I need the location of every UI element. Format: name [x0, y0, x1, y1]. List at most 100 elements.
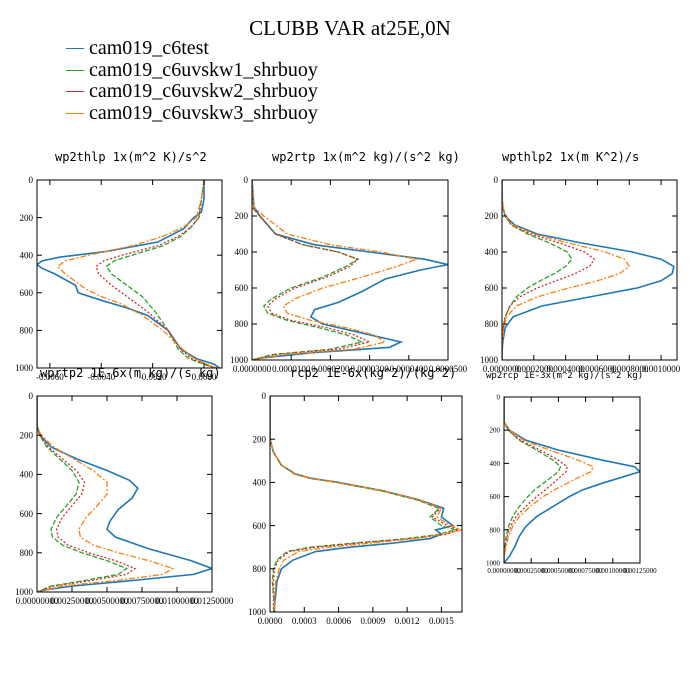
panel-title: wp2thlp 1x(m^2 K)/s^2: [55, 150, 207, 164]
y-tick-label: 200: [490, 427, 501, 435]
x-tick-label: 0.00075000: [569, 567, 603, 575]
series-group: [37, 180, 220, 368]
x-tick-label: 0.00125000: [623, 567, 657, 575]
legend-swatch-2: [66, 91, 84, 93]
plot-panel-3: 020040060080010000.000000000.002500000.0…: [15, 391, 234, 606]
x-tick-label: 0.0004000: [547, 364, 586, 374]
axes-frame: [36, 395, 213, 593]
y-tick-label: 800: [253, 564, 267, 574]
panel-title: rcp2 1E-6x(kg^2)/(kg^2): [290, 366, 457, 380]
y-tick-label: 600: [20, 288, 34, 298]
y-tick-label: 600: [490, 493, 501, 501]
legend-swatch-3: [66, 112, 84, 114]
legend-label: cam019_c6test: [89, 37, 209, 59]
axes-frame: [503, 396, 641, 564]
series-line-1: [37, 396, 128, 592]
figure-title: CLUBB VAR at25E,0N: [249, 16, 451, 40]
legend-label: cam019_c6uvskw2_shrbuoy: [89, 80, 318, 102]
x-tick-label: 0.0000: [258, 616, 283, 626]
x-tick-label: 0.0006000: [578, 364, 617, 374]
legend-swatch-1: [66, 69, 84, 71]
y-tick-label: 800: [485, 319, 499, 329]
y-tick-label: 1000: [480, 355, 499, 365]
y-tick-label: 1000: [486, 559, 501, 567]
legend-swatch-0: [66, 48, 84, 50]
x-tick-label: 0.0002000: [515, 364, 554, 374]
x-tick-label: 0.0000500: [429, 364, 468, 374]
y-tick-label: 400: [490, 460, 501, 468]
series-line-0: [270, 396, 455, 612]
y-tick-label: 400: [485, 247, 499, 257]
y-tick-label: 800: [20, 326, 34, 336]
x-tick-label: -0.0040: [87, 372, 115, 382]
series-line-1: [502, 180, 573, 360]
panel-title: wp2rtp 1x(m^2 kg)/(s^2 kg): [272, 150, 460, 164]
x-tick-label: 0.00025000: [515, 567, 549, 575]
y-tick-label: 0: [494, 175, 499, 185]
panel-title: wp2rcp 1E-3x(m^2 kg)/(s^2 kg): [486, 371, 644, 381]
y-tick-label: 1000: [230, 355, 249, 365]
series-line-3: [37, 396, 175, 592]
y-tick-label: 200: [253, 434, 267, 444]
plot-panel-0: 0 200 400 600 800 1000-0.0060 -0.0040 -0.0020 0.…: [15, 175, 223, 382]
y-tick-label: 600: [485, 283, 499, 293]
x-tick-label: 0.01000000: [156, 596, 199, 606]
series-group: [504, 397, 640, 563]
x-tick-label: -0.0060: [36, 372, 64, 382]
series-group: [252, 180, 448, 360]
series-line-1: [252, 180, 364, 360]
series-line-0: [37, 396, 212, 592]
series-line-1: [105, 180, 215, 368]
series-line-0: [502, 180, 675, 360]
axes-frame: [36, 179, 223, 369]
plot-panel-5: 020040060080010000.000000000.000250000.0…: [486, 393, 657, 575]
series-line-3: [504, 397, 595, 563]
y-tick-label: 0: [29, 175, 34, 185]
y-tick-label: 600: [235, 283, 249, 293]
x-tick-label: 0.0012: [395, 616, 420, 626]
series-group: [502, 180, 675, 360]
series-line-3: [56, 180, 218, 368]
y-tick-label: 400: [20, 470, 34, 480]
y-tick-label: 1000: [15, 587, 34, 597]
y-tick-label: 600: [253, 521, 267, 531]
legend: cam019_c6test cam019_c6uvskw1_shrbuoy ca…: [66, 37, 318, 124]
y-tick-label: 200: [485, 211, 499, 221]
panel-title: wpthlp2 1x(m K^2)/s: [502, 150, 640, 164]
panel-title: wprtp2 1E-6x(m kg)/(s kg): [40, 366, 221, 380]
x-tick-label: 0.00750000: [121, 596, 164, 606]
y-tick-label: 1000: [248, 607, 267, 617]
axes-frame: [269, 395, 463, 613]
series-line-0: [252, 180, 448, 360]
legend-item: cam019_c6test: [66, 37, 318, 60]
y-tick-label: 400: [235, 247, 249, 257]
legend-label: cam019_c6uvskw3_shrbuoy: [89, 101, 318, 124]
series-line-2: [504, 397, 568, 563]
x-tick-label: 0.00000000: [16, 596, 59, 606]
series-line-3: [270, 396, 462, 612]
x-tick-label: 0.0015: [429, 616, 454, 626]
y-tick-label: 0: [497, 393, 501, 401]
x-tick-label: 0.01250000: [191, 596, 234, 606]
y-tick-label: 0: [29, 391, 34, 401]
x-tick-label: 0.0000: [192, 372, 217, 382]
series-line-2: [502, 180, 596, 360]
legend-item: cam019_c6uvskw1_shrbuoy: [66, 59, 318, 82]
x-tick-label: 0.00000000: [487, 567, 521, 575]
x-tick-label: 0.00500000: [86, 596, 129, 606]
y-tick-label: 400: [253, 478, 267, 488]
x-tick-label: 0.0008000: [610, 364, 649, 374]
series-line-2: [95, 180, 215, 368]
y-tick-label: 200: [235, 211, 249, 221]
x-tick-label: 0.0000100: [272, 364, 311, 374]
series-line-1: [504, 397, 562, 563]
x-tick-label: 0.0003: [292, 616, 317, 626]
y-tick-label: 0: [244, 175, 249, 185]
y-tick-label: 600: [20, 509, 34, 519]
x-tick-label: 0.00050000: [542, 567, 576, 575]
y-tick-label: 200: [20, 430, 34, 440]
y-tick-label: 1000: [15, 363, 34, 373]
x-tick-label: -0.0020: [139, 372, 167, 382]
y-tick-label: 0: [262, 391, 267, 401]
